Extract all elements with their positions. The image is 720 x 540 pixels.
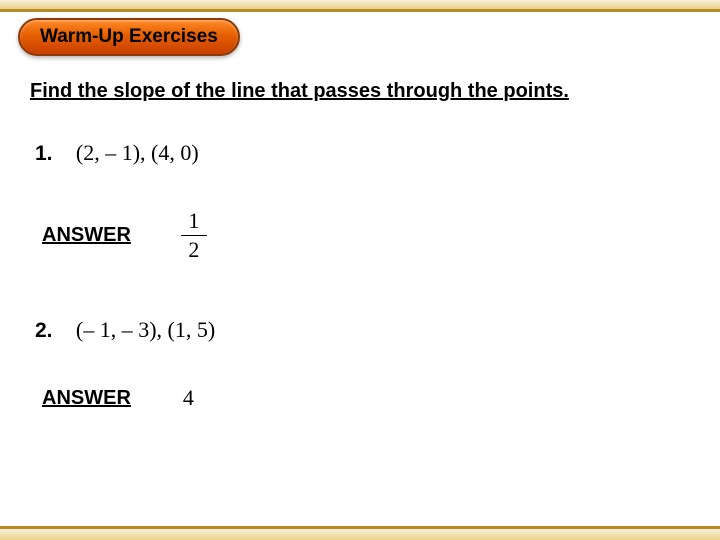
problem-1-points: (2, – 1), (4, 0) <box>76 140 199 165</box>
problem-2-points: (– 1, – 3), (1, 5) <box>76 317 215 342</box>
title-text: Warm-Up Exercises <box>40 26 218 47</box>
title-pill: Warm-Up Exercises <box>18 18 240 56</box>
problem-1-number: 1. <box>35 142 53 165</box>
answer-1-fraction: 1 2 <box>181 210 207 261</box>
answer-2-value: 4 <box>183 385 194 411</box>
answer-2-label: ANSWER <box>42 387 131 410</box>
problem-1: 1. (2, – 1), (4, 0) <box>35 140 199 166</box>
fraction-bar <box>181 235 207 236</box>
answer-1-denominator: 2 <box>188 237 199 261</box>
bottom-accent-bar <box>0 526 720 540</box>
answer-1-row: ANSWER 1 2 <box>42 210 207 261</box>
top-accent-bar <box>0 0 720 12</box>
problem-2-number: 2. <box>35 319 53 342</box>
instruction-text: Find the slope of the line that passes t… <box>30 80 690 103</box>
answer-1-label: ANSWER <box>42 224 131 247</box>
problem-2: 2. (– 1, – 3), (1, 5) <box>35 317 215 343</box>
answer-2-row: ANSWER 4 <box>42 385 194 411</box>
answer-1-numerator: 1 <box>188 210 199 234</box>
